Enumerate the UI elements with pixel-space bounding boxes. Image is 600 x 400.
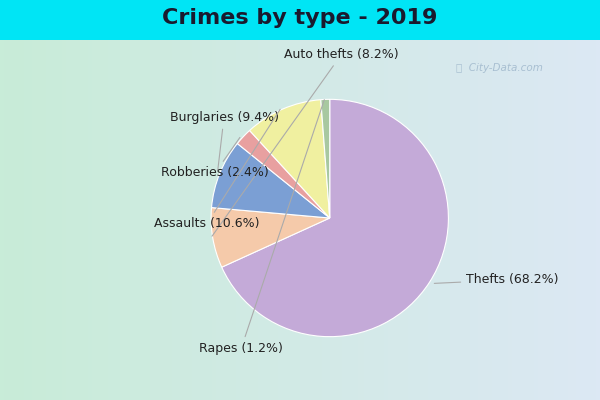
Text: Assaults (10.6%): Assaults (10.6%) <box>154 109 280 230</box>
Text: Robberies (2.4%): Robberies (2.4%) <box>161 138 269 180</box>
Wedge shape <box>222 99 448 337</box>
Text: ⓘ  City-Data.com: ⓘ City-Data.com <box>456 63 543 73</box>
Text: Crimes by type - 2019: Crimes by type - 2019 <box>163 8 437 28</box>
Text: Rapes (1.2%): Rapes (1.2%) <box>199 100 324 355</box>
Wedge shape <box>238 130 330 218</box>
Wedge shape <box>211 208 330 267</box>
Wedge shape <box>212 144 330 218</box>
Wedge shape <box>321 99 330 218</box>
Text: Thefts (68.2%): Thefts (68.2%) <box>434 273 559 286</box>
Text: Auto thefts (8.2%): Auto thefts (8.2%) <box>212 48 399 236</box>
Wedge shape <box>250 100 330 218</box>
Text: Burglaries (9.4%): Burglaries (9.4%) <box>170 111 278 170</box>
